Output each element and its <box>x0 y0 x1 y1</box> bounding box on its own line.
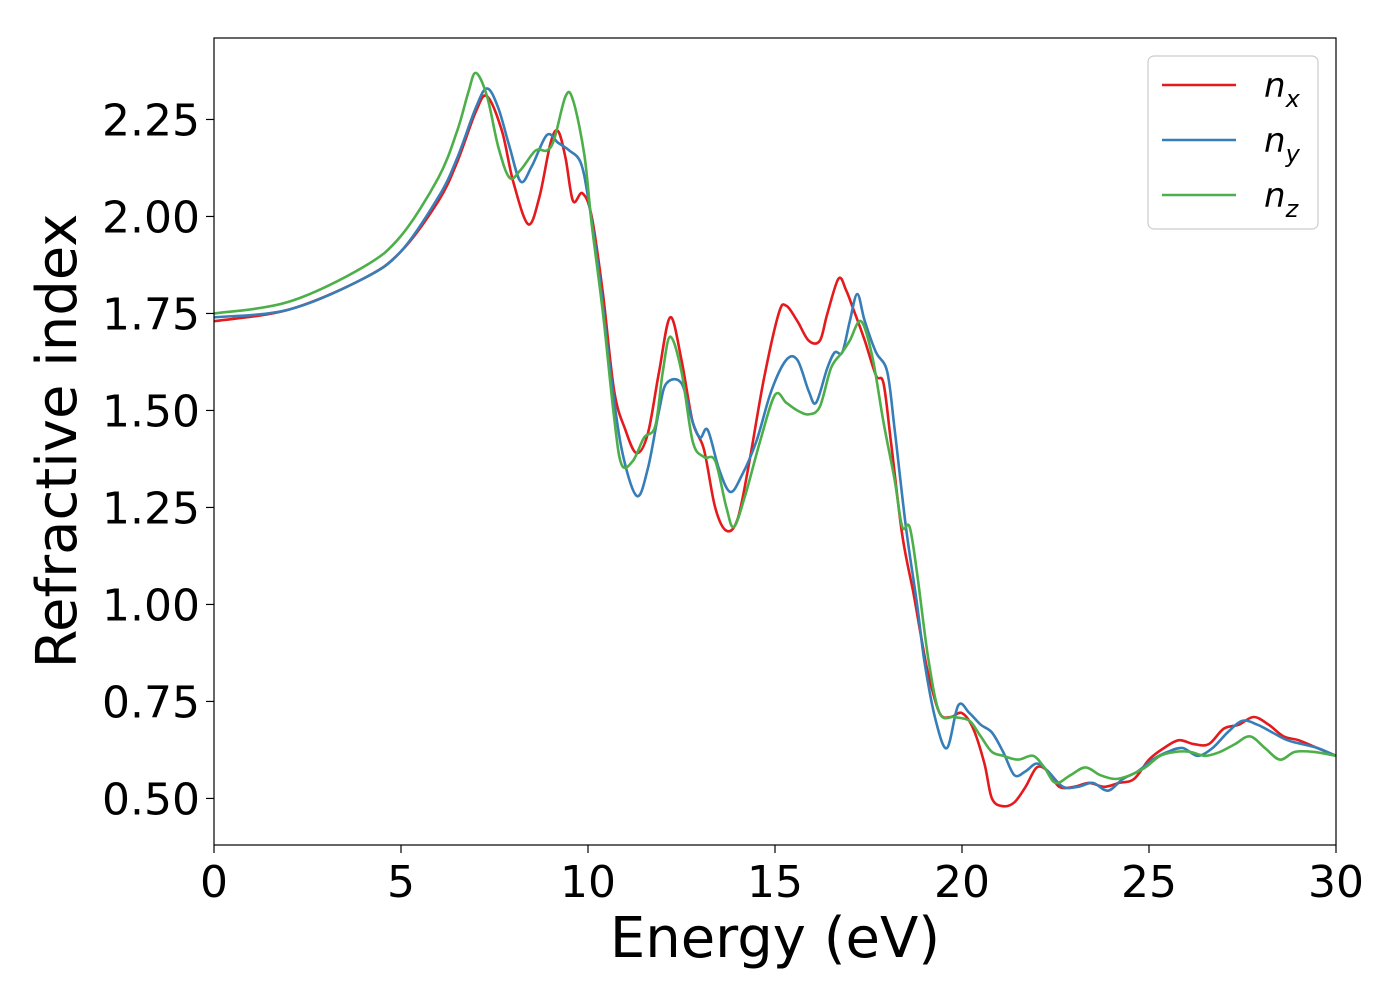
y-axis-title: Refractive index <box>25 214 90 669</box>
legend-label-base: n <box>1264 121 1286 161</box>
x-tick-label: 0 <box>200 857 228 908</box>
legend-label-subscript: z <box>1285 195 1300 223</box>
y-tick-label: 1.25 <box>102 483 200 534</box>
x-tick-label: 20 <box>934 857 990 908</box>
legend-label-subscript: x <box>1285 85 1301 113</box>
legend-box <box>1147 55 1319 230</box>
x-axis-title: Energy (eV) <box>610 906 940 971</box>
x-tick-label: 25 <box>1121 857 1177 908</box>
y-tick-label: 2.00 <box>102 192 200 243</box>
x-tick-label: 10 <box>560 857 616 908</box>
x-tick-label: 30 <box>1308 857 1364 908</box>
series-line-z <box>214 71 1336 785</box>
y-tick-label: 1.75 <box>102 289 200 340</box>
legend-label-y: ny <box>1264 121 1301 168</box>
x-tick-label: 15 <box>747 857 803 908</box>
y-tick-label: 0.75 <box>102 677 200 728</box>
legend-label-subscript: y <box>1285 140 1301 168</box>
series-layer <box>214 71 1336 808</box>
y-tick-label: 1.50 <box>102 386 200 437</box>
legend-label-base: n <box>1264 176 1286 216</box>
legend-label-z: nz <box>1264 176 1300 223</box>
y-tick-label: 2.25 <box>102 95 200 146</box>
y-tick-label: 0.50 <box>102 774 200 825</box>
legend-label-base: n <box>1264 66 1286 106</box>
series-line-x <box>214 94 1336 808</box>
x-tick-label: 5 <box>387 857 415 908</box>
x-axis: 0 5 10 15 20 25 30 <box>200 845 1364 908</box>
y-tick-label: 1.00 <box>102 580 200 631</box>
legend-label-x: nx <box>1264 66 1301 113</box>
y-axis: 0.50 0.75 1.00 1.25 1.50 1.75 2.00 2.25 <box>102 95 214 825</box>
